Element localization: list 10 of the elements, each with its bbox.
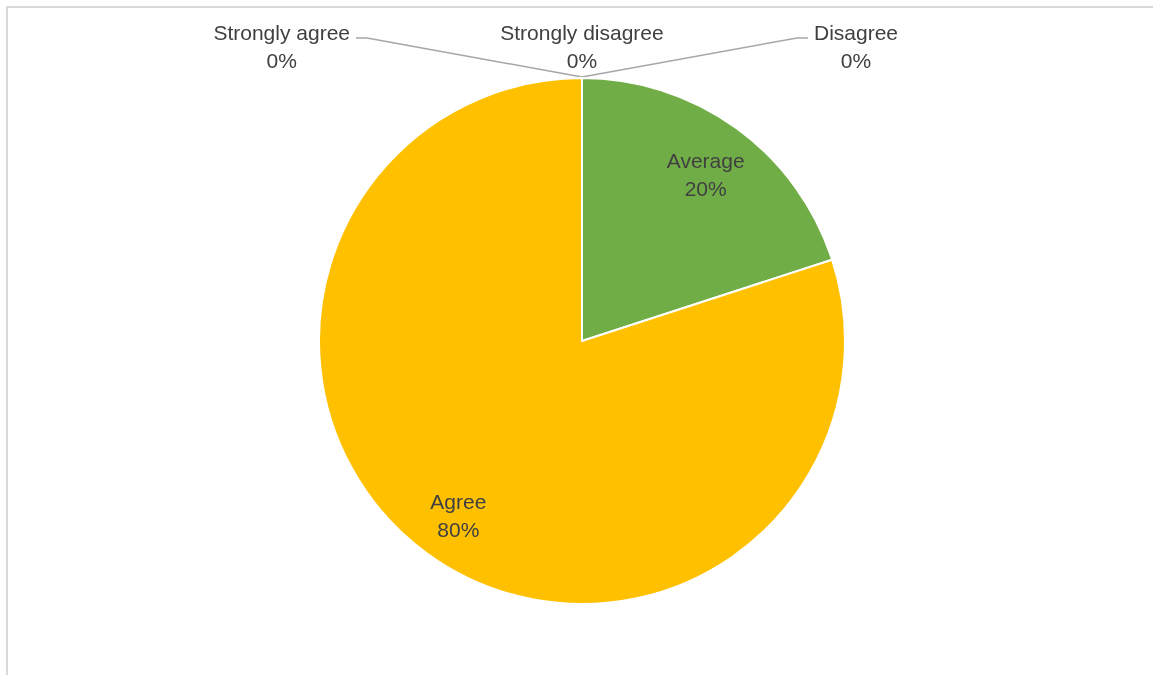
text: 0% — [566, 48, 598, 72]
text: 0% — [840, 48, 872, 72]
text: 0% — [266, 48, 297, 72]
slice-label: Average — [666, 149, 745, 173]
data-label: 80% — [437, 517, 480, 541]
slice-label: Agree — [430, 489, 487, 513]
data-label: 20% — [684, 177, 727, 201]
category-label: Strongly disagree — [500, 20, 664, 44]
category-label: Strongly agree — [213, 20, 351, 44]
category-label: Disagree — [814, 20, 899, 44]
